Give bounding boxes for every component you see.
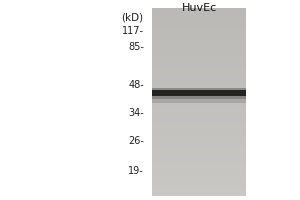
Bar xyxy=(152,26,246,29)
Bar xyxy=(152,186,246,189)
Bar xyxy=(152,104,246,107)
Bar xyxy=(152,85,246,88)
Bar xyxy=(152,127,246,130)
Text: 48-: 48- xyxy=(128,80,144,90)
Bar xyxy=(152,12,246,15)
Bar xyxy=(152,71,246,74)
Text: 26-: 26- xyxy=(128,136,144,146)
Bar xyxy=(152,83,246,86)
Bar xyxy=(152,57,246,60)
Bar xyxy=(152,125,246,128)
Bar xyxy=(152,55,246,57)
Bar xyxy=(152,48,246,50)
Bar xyxy=(152,24,246,27)
Bar xyxy=(152,90,246,93)
Bar xyxy=(152,113,246,116)
Bar xyxy=(152,189,246,191)
Bar xyxy=(152,167,246,170)
Bar xyxy=(152,36,246,39)
Bar xyxy=(152,62,246,64)
Text: (kD): (kD) xyxy=(121,13,143,23)
Text: 85-: 85- xyxy=(128,42,144,52)
Text: HuvEc: HuvEc xyxy=(182,3,217,13)
Bar xyxy=(152,184,246,187)
Text: 117-: 117- xyxy=(122,26,144,36)
Bar xyxy=(152,163,246,165)
Bar xyxy=(152,120,246,123)
Bar xyxy=(152,142,246,144)
Bar xyxy=(152,130,246,133)
Bar xyxy=(152,88,246,90)
Bar xyxy=(152,111,246,114)
Bar xyxy=(152,139,246,142)
Bar xyxy=(152,137,246,140)
Bar xyxy=(152,193,246,196)
Bar xyxy=(152,17,246,20)
Bar xyxy=(152,118,246,121)
Bar xyxy=(152,172,246,175)
Bar xyxy=(152,170,246,172)
Bar xyxy=(152,76,246,79)
Bar xyxy=(152,146,246,149)
Bar xyxy=(152,59,246,62)
Bar xyxy=(152,191,246,194)
Bar xyxy=(152,73,246,76)
Bar xyxy=(152,64,246,67)
Bar xyxy=(152,19,246,22)
Bar xyxy=(152,153,246,156)
Bar xyxy=(152,177,246,180)
Bar xyxy=(152,92,246,95)
Bar xyxy=(152,33,246,36)
Bar xyxy=(152,43,246,46)
Bar xyxy=(152,78,246,81)
Bar xyxy=(152,96,246,99)
Bar xyxy=(152,99,246,102)
Bar xyxy=(152,174,246,177)
Bar xyxy=(152,160,246,163)
Bar xyxy=(152,45,246,48)
Bar xyxy=(152,132,246,135)
Bar xyxy=(152,69,246,71)
Bar xyxy=(152,102,246,104)
Bar xyxy=(152,179,246,182)
Bar xyxy=(152,88,246,90)
Bar xyxy=(152,95,246,97)
Bar xyxy=(152,38,246,41)
Bar xyxy=(152,29,246,31)
Bar xyxy=(152,90,246,96)
Bar xyxy=(152,66,246,69)
Bar xyxy=(152,22,246,24)
Bar xyxy=(152,165,246,168)
Bar xyxy=(152,182,246,184)
Bar xyxy=(152,144,246,147)
Bar xyxy=(152,158,246,161)
Bar xyxy=(152,40,246,43)
Bar xyxy=(152,15,246,17)
Bar xyxy=(152,151,246,154)
Text: 34-: 34- xyxy=(128,108,144,118)
Bar xyxy=(152,10,246,13)
Bar xyxy=(152,116,246,118)
Bar xyxy=(152,106,246,109)
Bar xyxy=(152,156,246,158)
Bar xyxy=(152,135,246,137)
Bar xyxy=(152,149,246,151)
Bar xyxy=(152,123,246,126)
Bar xyxy=(152,109,246,111)
Bar xyxy=(152,80,246,83)
Bar xyxy=(152,52,246,55)
Bar xyxy=(152,88,246,90)
Bar xyxy=(152,31,246,34)
Text: 19-: 19- xyxy=(128,166,144,176)
Bar xyxy=(152,50,246,53)
Bar xyxy=(152,99,246,103)
Bar xyxy=(152,8,246,10)
Bar xyxy=(152,97,246,100)
